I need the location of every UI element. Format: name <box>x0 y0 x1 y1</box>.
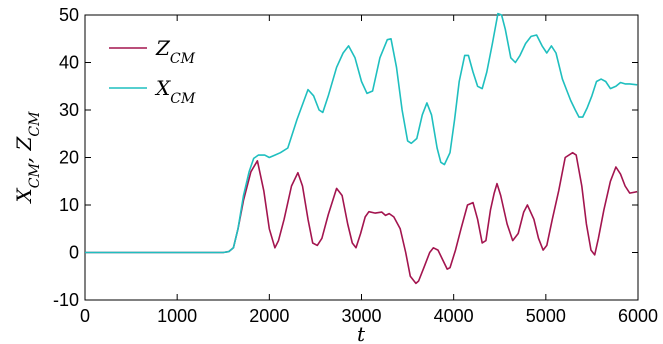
x-tick-label: 4000 <box>434 306 474 326</box>
series-line-0 <box>85 151 638 285</box>
y-tick-label: -10 <box>53 290 79 310</box>
series-lines <box>85 12 638 285</box>
y-tick-label: 40 <box>59 53 79 73</box>
y-tick-label: 0 <box>69 243 79 263</box>
x-axis-label: t <box>357 322 366 344</box>
y-tick-label: 50 <box>59 5 79 25</box>
legend-label-0: ZCM <box>155 36 196 67</box>
x-tick-label: 2000 <box>249 306 289 326</box>
x-tick-label: 1000 <box>157 306 197 326</box>
y-tick-label: 10 <box>59 195 79 215</box>
y-tick-label: 20 <box>59 148 79 168</box>
series-line-1 <box>85 12 638 254</box>
y-axis-label: XCM, ZCM <box>12 111 43 205</box>
legend: ZCM XCM <box>109 36 196 107</box>
x-tick-label: 5000 <box>526 306 566 326</box>
y-tick-label: 30 <box>59 100 79 120</box>
x-tick-label: 0 <box>80 306 90 326</box>
x-tick-label: 6000 <box>618 306 658 326</box>
legend-label-1: XCM <box>154 76 196 107</box>
x-tick-label: 3000 <box>341 306 381 326</box>
